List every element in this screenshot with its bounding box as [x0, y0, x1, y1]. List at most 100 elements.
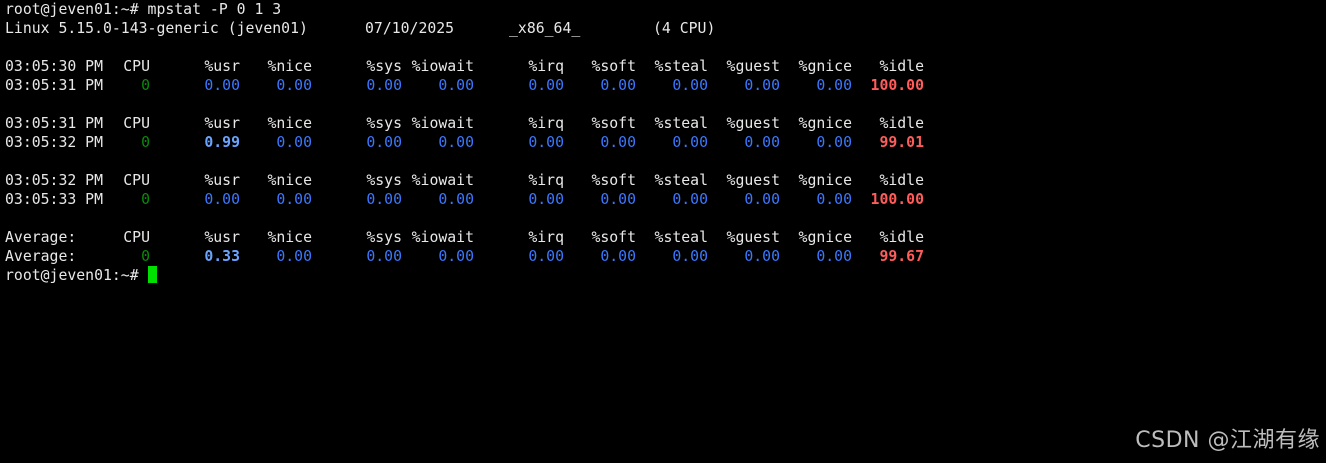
idle-value: 99.67 [879, 248, 924, 265]
idle-value: 100.00 [870, 77, 924, 94]
iowait-value: 0.00 [438, 191, 474, 208]
cpu-value: 0 [141, 191, 150, 208]
col-gnice: %gnice [798, 58, 852, 75]
col-steal: %steal [654, 172, 708, 189]
nice-value: 0.00 [276, 77, 312, 94]
col-usr: %usr [204, 58, 240, 75]
steal-value: 0.00 [672, 134, 708, 151]
col-irq: %irq [528, 229, 564, 246]
col-usr: %usr [204, 229, 240, 246]
stats-row: 03:05:31 PM 0 0.00 0.00 0.00 0.00 0.00 0.00 0.00… [5, 76, 1315, 95]
column-header-row: 03:05:31 PM CPU %usr %nice %sys %iowait %irq %s… [5, 114, 1315, 133]
steal-value: 0.00 [672, 248, 708, 265]
nice-value: 0.00 [276, 248, 312, 265]
cpu-count: (4 CPU) [653, 20, 716, 37]
cpu-value: 0 [141, 248, 150, 265]
col-nice: %nice [267, 115, 312, 132]
col-steal: %steal [654, 229, 708, 246]
col-iowait: %iowait [411, 172, 474, 189]
col-idle: %idle [879, 172, 924, 189]
col-soft: %soft [591, 115, 636, 132]
soft-value: 0.00 [600, 77, 636, 94]
irq-value: 0.00 [528, 191, 564, 208]
nice-value: 0.00 [276, 191, 312, 208]
col-iowait: %iowait [411, 115, 474, 132]
row-time: 03:05:31 PM [5, 77, 103, 94]
header-time: 03:05:30 PM [5, 58, 103, 75]
col-guest: %guest [726, 229, 780, 246]
column-header-row: 03:05:32 PM CPU %usr %nice %sys %iowait %irq %s… [5, 171, 1315, 190]
text-cursor [147, 266, 157, 283]
iowait-value: 0.00 [438, 134, 474, 151]
col-gnice: %gnice [798, 229, 852, 246]
col-gnice: %gnice [798, 172, 852, 189]
col-iowait: %iowait [411, 229, 474, 246]
gnice-value: 0.00 [816, 134, 852, 151]
cpu-value: 0 [141, 134, 150, 151]
col-idle: %idle [879, 229, 924, 246]
row-time: 03:05:32 PM [5, 134, 103, 151]
col-nice: %nice [267, 229, 312, 246]
soft-value: 0.00 [600, 134, 636, 151]
irq-value: 0.00 [528, 248, 564, 265]
col-cpu: CPU [123, 172, 150, 189]
col-idle: %idle [879, 58, 924, 75]
nice-value: 0.00 [276, 134, 312, 151]
irq-value: 0.00 [528, 77, 564, 94]
col-sys: %sys [366, 115, 402, 132]
column-header-row: Average: CPU %usr %nice %sys %iowait %irq %soft… [5, 228, 1315, 247]
shell-prompt: root@jeven01:~# [5, 1, 148, 18]
average-row: Average: 0 0.33 0.00 0.00 0.00 0.00 0.00 0.00 0.0… [5, 247, 1315, 266]
col-irq: %irq [528, 115, 564, 132]
iowait-value: 0.00 [438, 248, 474, 265]
usr-value: 0.00 [204, 77, 240, 94]
guest-value: 0.00 [744, 77, 780, 94]
idle-value: 100.00 [870, 191, 924, 208]
idle-value: 99.01 [879, 134, 924, 151]
col-nice: %nice [267, 172, 312, 189]
iowait-value: 0.00 [438, 77, 474, 94]
sys-value: 0.00 [366, 191, 402, 208]
col-steal: %steal [654, 58, 708, 75]
col-irq: %irq [528, 172, 564, 189]
cpu-value: 0 [141, 77, 150, 94]
steal-value: 0.00 [672, 77, 708, 94]
col-soft: %soft [591, 58, 636, 75]
col-cpu: CPU [123, 58, 150, 75]
col-guest: %guest [726, 115, 780, 132]
command-text: mpstat -P 0 1 3 [147, 1, 282, 18]
system-info-line: Linux 5.15.0-143-generic (jeven01) 07/10/… [5, 19, 1315, 38]
report-date: 07/10/2025 [365, 20, 455, 37]
stats-row: 03:05:32 PM 0 0.99 0.00 0.00 0.00 0.00 0.00 0.00… [5, 133, 1315, 152]
guest-value: 0.00 [744, 134, 780, 151]
header-time: 03:05:31 PM [5, 115, 103, 132]
col-guest: %guest [726, 172, 780, 189]
watermark: CSDN @江湖有缘 [1135, 428, 1320, 453]
sys-value: 0.00 [366, 77, 402, 94]
kernel-info: Linux 5.15.0-143-generic (jeven01) [5, 20, 308, 37]
col-irq: %irq [528, 58, 564, 75]
stats-row: 03:05:33 PM 0 0.00 0.00 0.00 0.00 0.00 0.00 0.00… [5, 190, 1315, 209]
col-cpu: CPU [123, 115, 150, 132]
gnice-value: 0.00 [816, 191, 852, 208]
command-line: root@jeven01:~# mpstat -P 0 1 3 [5, 0, 1315, 19]
steal-value: 0.00 [672, 191, 708, 208]
col-usr: %usr [204, 115, 240, 132]
blank-line [5, 209, 1315, 228]
col-sys: %sys [366, 58, 402, 75]
gnice-value: 0.00 [816, 248, 852, 265]
final-prompt-line[interactable]: root@jeven01:~# [5, 266, 1315, 285]
blank-line [5, 38, 1315, 57]
guest-value: 0.00 [744, 248, 780, 265]
col-guest: %guest [726, 58, 780, 75]
col-steal: %steal [654, 115, 708, 132]
usr-value: 0.99 [204, 134, 240, 151]
usr-value: 0.33 [204, 248, 240, 265]
shell-prompt: root@jeven01:~# [5, 267, 148, 284]
terminal-output[interactable]: root@jeven01:~# mpstat -P 0 1 3 Linux 5.… [5, 0, 1315, 285]
col-gnice: %gnice [798, 115, 852, 132]
header-time: 03:05:32 PM [5, 172, 103, 189]
row-time: Average: [5, 248, 77, 265]
blank-line [5, 95, 1315, 114]
architecture: _x86_64_ [509, 20, 581, 37]
